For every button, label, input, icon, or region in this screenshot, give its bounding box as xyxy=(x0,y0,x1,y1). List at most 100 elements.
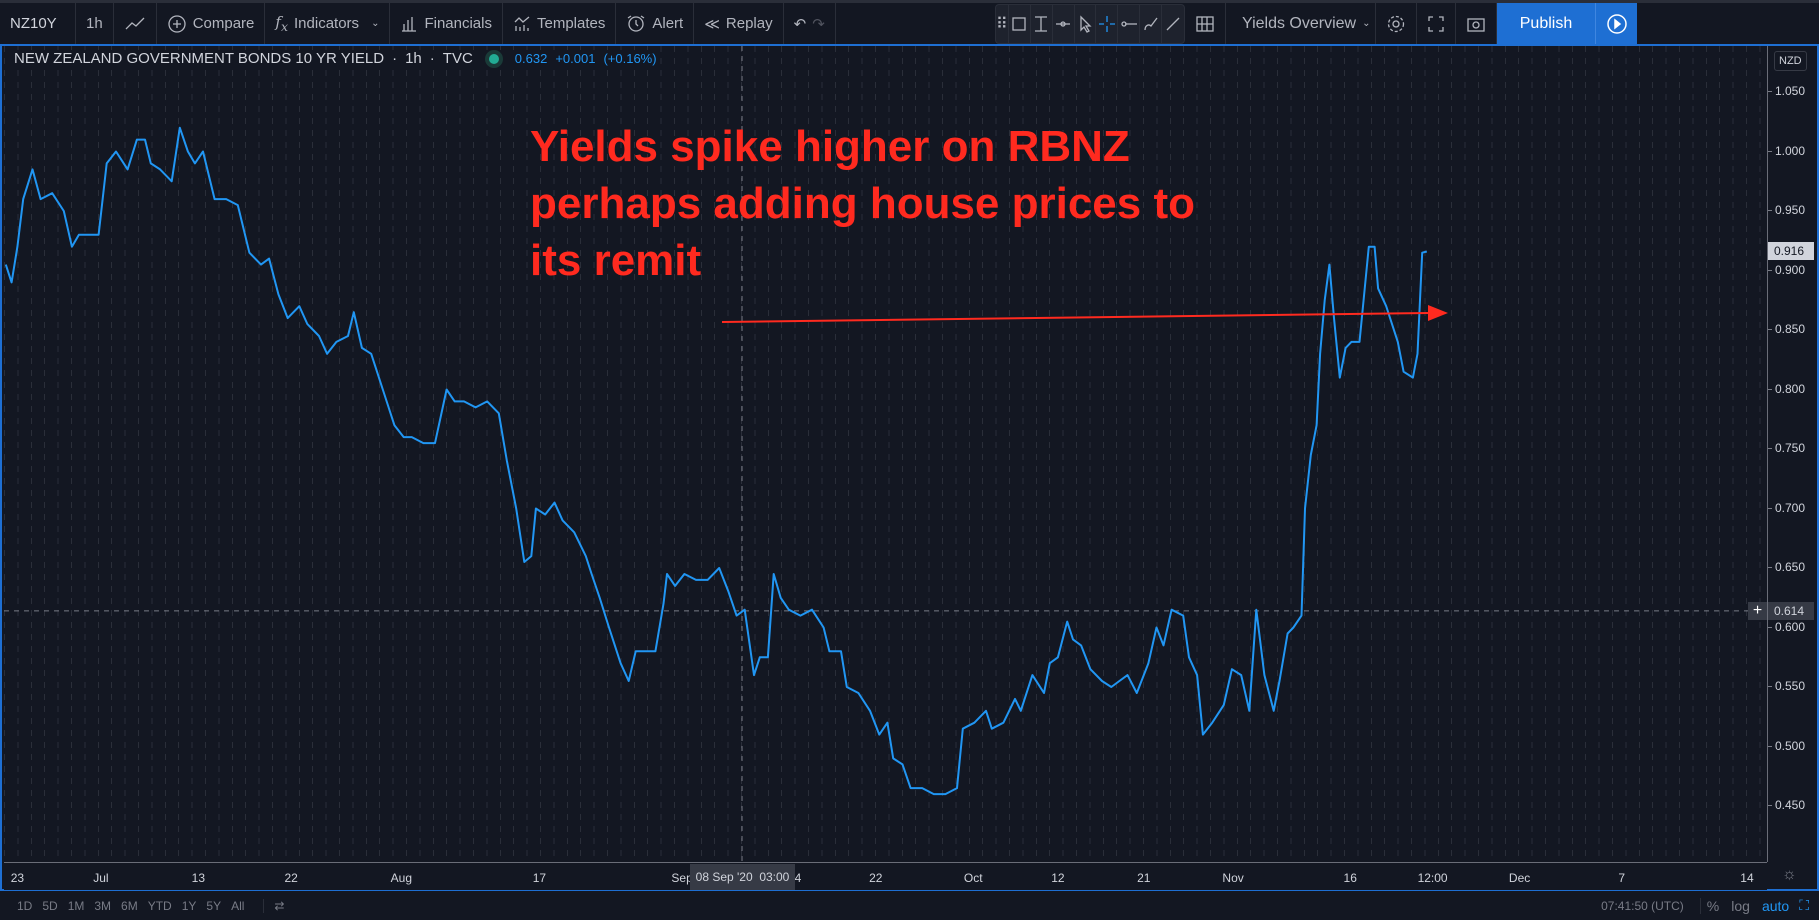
trend-line-icon xyxy=(1166,17,1180,31)
price-tick-label: 0.700 xyxy=(1768,501,1805,515)
undo-redo: ↶ ↷ xyxy=(784,3,836,44)
bar-chart-icon xyxy=(402,16,417,32)
camera-icon xyxy=(1467,17,1485,32)
time-axis[interactable]: 23 Jul 13 22 Aug 17 Sep 14 22 Oct 12 21 Nov 16 12:00 De… xyxy=(4,862,1767,890)
rectangle-tool[interactable] xyxy=(1009,5,1031,43)
drag-handle-icon[interactable]: ⠿ xyxy=(996,5,1009,43)
alert-button[interactable]: Alert xyxy=(616,3,695,44)
goto-date-icon[interactable]: ⇄ xyxy=(263,898,284,913)
symbol-label: NZ10Y xyxy=(10,15,57,32)
horizontal-line-icon xyxy=(1121,21,1137,27)
layout-dropdown[interactable]: Yields Overview ⌄ xyxy=(1226,3,1376,44)
time-tick-label: 7 xyxy=(1618,871,1626,885)
play-button[interactable] xyxy=(1595,3,1637,44)
indicators-button[interactable]: fx Indicators ⌄ xyxy=(265,3,391,44)
horizontal-line-tool[interactable] xyxy=(1118,5,1141,43)
legend-source: TVC xyxy=(442,50,473,67)
time-tick-label: Dec xyxy=(1508,871,1531,885)
chart-annotation-text[interactable]: Yields spike higher on RBNZ perhaps addi… xyxy=(530,118,1195,289)
replay-button[interactable]: ≪ Replay xyxy=(694,3,784,44)
time-tick-label: 21 xyxy=(1137,871,1151,885)
price-tick-label: 1.050 xyxy=(1768,84,1805,98)
legend-change-pct: (+0.16%) xyxy=(603,51,657,66)
add-price-line-button[interactable]: + xyxy=(1748,602,1767,620)
replay-label: Replay xyxy=(725,15,773,32)
rectangle-icon xyxy=(1012,17,1026,31)
rewind-icon: ≪ xyxy=(704,15,720,33)
price-axis[interactable]: 1.050 1.000 0.950 0.900 0.850 0.800 0.750 0.700… xyxy=(1767,46,1815,862)
range-3m[interactable]: 3M xyxy=(94,898,112,913)
interval-button[interactable]: 1h xyxy=(76,3,114,44)
time-tick-label: 12:00 xyxy=(1417,871,1448,885)
annotation-line: perhaps adding house prices to xyxy=(530,179,1196,228)
price-tick-label: 0.550 xyxy=(1768,679,1805,693)
compare-button[interactable]: Compare xyxy=(157,3,266,44)
brush-icon xyxy=(1144,17,1158,31)
crosshair-tool[interactable] xyxy=(1096,5,1119,43)
range-5y[interactable]: 5Y xyxy=(206,898,222,913)
redo-icon[interactable]: ↷ xyxy=(812,15,825,33)
range-1y[interactable]: 1Y xyxy=(181,898,197,913)
time-tick-label: 22 xyxy=(284,871,298,885)
financials-button[interactable]: Financials xyxy=(390,3,503,44)
play-circle-icon xyxy=(1606,13,1627,34)
percent-toggle[interactable]: % xyxy=(1699,897,1725,914)
range-5d[interactable]: 5D xyxy=(42,898,58,913)
price-tick-label: 0.950 xyxy=(1768,203,1805,217)
alert-label: Alert xyxy=(652,15,684,32)
fullscreen-button[interactable] xyxy=(1417,3,1456,44)
crosshair-time-label: 08 Sep '20 03:00 xyxy=(690,864,795,890)
templates-button[interactable]: Templates xyxy=(503,3,617,44)
range-6m[interactable]: 6M xyxy=(121,898,138,913)
time-tick-label: 22 xyxy=(869,871,883,885)
crosshair-icon xyxy=(1098,16,1115,32)
legend-last-value: 0.632 xyxy=(514,51,548,66)
right-toolbar: Yields Overview ⌄ Publish xyxy=(1185,3,1637,44)
currency-badge[interactable]: NZD xyxy=(1774,51,1807,71)
time-tick-label: 23 xyxy=(10,871,25,885)
financials-label: Financials xyxy=(424,15,492,32)
time-tick-label: 16 xyxy=(1343,871,1357,885)
legend-title: NEW ZEALAND GOVERNMENT BONDS 10 YR YIELD xyxy=(14,50,385,67)
legend-change: +0.001 xyxy=(555,51,596,66)
time-tick-label: Aug xyxy=(390,871,413,885)
compare-label: Compare xyxy=(192,15,255,32)
time-tick-label: Oct xyxy=(963,871,983,885)
trend-line-tool[interactable] xyxy=(1162,5,1184,43)
chart-style-button[interactable] xyxy=(114,3,157,44)
line-chart-icon xyxy=(125,17,145,29)
range-all[interactable]: All xyxy=(231,898,245,913)
brush-tool[interactable] xyxy=(1140,5,1163,43)
price-tick-label: 0.750 xyxy=(1768,441,1805,455)
time-tick-label: Jul xyxy=(93,871,109,885)
price-range-tool[interactable] xyxy=(1031,5,1053,43)
publish-label: Publish xyxy=(1519,14,1573,32)
chevron-down-icon: ⌄ xyxy=(1362,18,1371,29)
market-status-icon xyxy=(488,53,499,64)
chart-pane xyxy=(0,44,1819,891)
axis-settings-icon[interactable]: ☼ xyxy=(1782,866,1797,883)
range-ytd[interactable]: YTD xyxy=(147,898,172,913)
auto-toggle[interactable]: auto xyxy=(1761,897,1790,914)
multi-layout-button[interactable] xyxy=(1185,3,1226,44)
templates-icon xyxy=(514,16,530,31)
price-tick-label: 1.000 xyxy=(1768,144,1805,158)
bottom-toolbar: 1D 5D 1M 3M 6M YTD 1Y 5Y All ⇄ 07:41:50 (UTC) % … xyxy=(0,891,1819,920)
horizontal-ray-tool[interactable] xyxy=(1053,5,1075,43)
annotation-line: its remit xyxy=(530,236,702,285)
symbol-search[interactable]: NZ10Y xyxy=(0,3,76,44)
series-legend: NEW ZEALAND GOVERNMENT BONDS 10 YR YIELD… xyxy=(14,50,657,67)
publish-button[interactable]: Publish xyxy=(1497,3,1595,44)
range-1d[interactable]: 1D xyxy=(17,898,33,913)
time-tick-label: 14 xyxy=(1740,871,1754,885)
price-tick-label: 0.800 xyxy=(1768,382,1805,396)
snapshot-button[interactable] xyxy=(1456,3,1497,44)
range-1m[interactable]: 1M xyxy=(67,898,85,913)
crosshair-price-label: 0.614 xyxy=(1768,602,1814,620)
settings-button[interactable] xyxy=(1376,3,1417,44)
fit-icon[interactable]: ⛶ xyxy=(1799,897,1809,913)
date-range-buttons: 1D 5D 1M 3M 6M YTD 1Y 5Y All xyxy=(0,899,249,913)
cursor-tool[interactable] xyxy=(1075,5,1097,43)
log-toggle[interactable]: log xyxy=(1731,897,1750,914)
undo-icon[interactable]: ↶ xyxy=(793,15,807,33)
